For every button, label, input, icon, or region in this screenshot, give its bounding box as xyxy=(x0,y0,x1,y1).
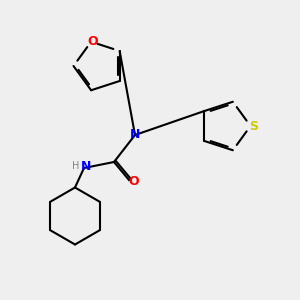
Text: H: H xyxy=(72,160,79,171)
Text: O: O xyxy=(87,35,98,48)
Text: O: O xyxy=(128,175,139,188)
Text: N: N xyxy=(130,128,140,142)
Text: N: N xyxy=(81,160,92,173)
Text: S: S xyxy=(249,119,258,133)
